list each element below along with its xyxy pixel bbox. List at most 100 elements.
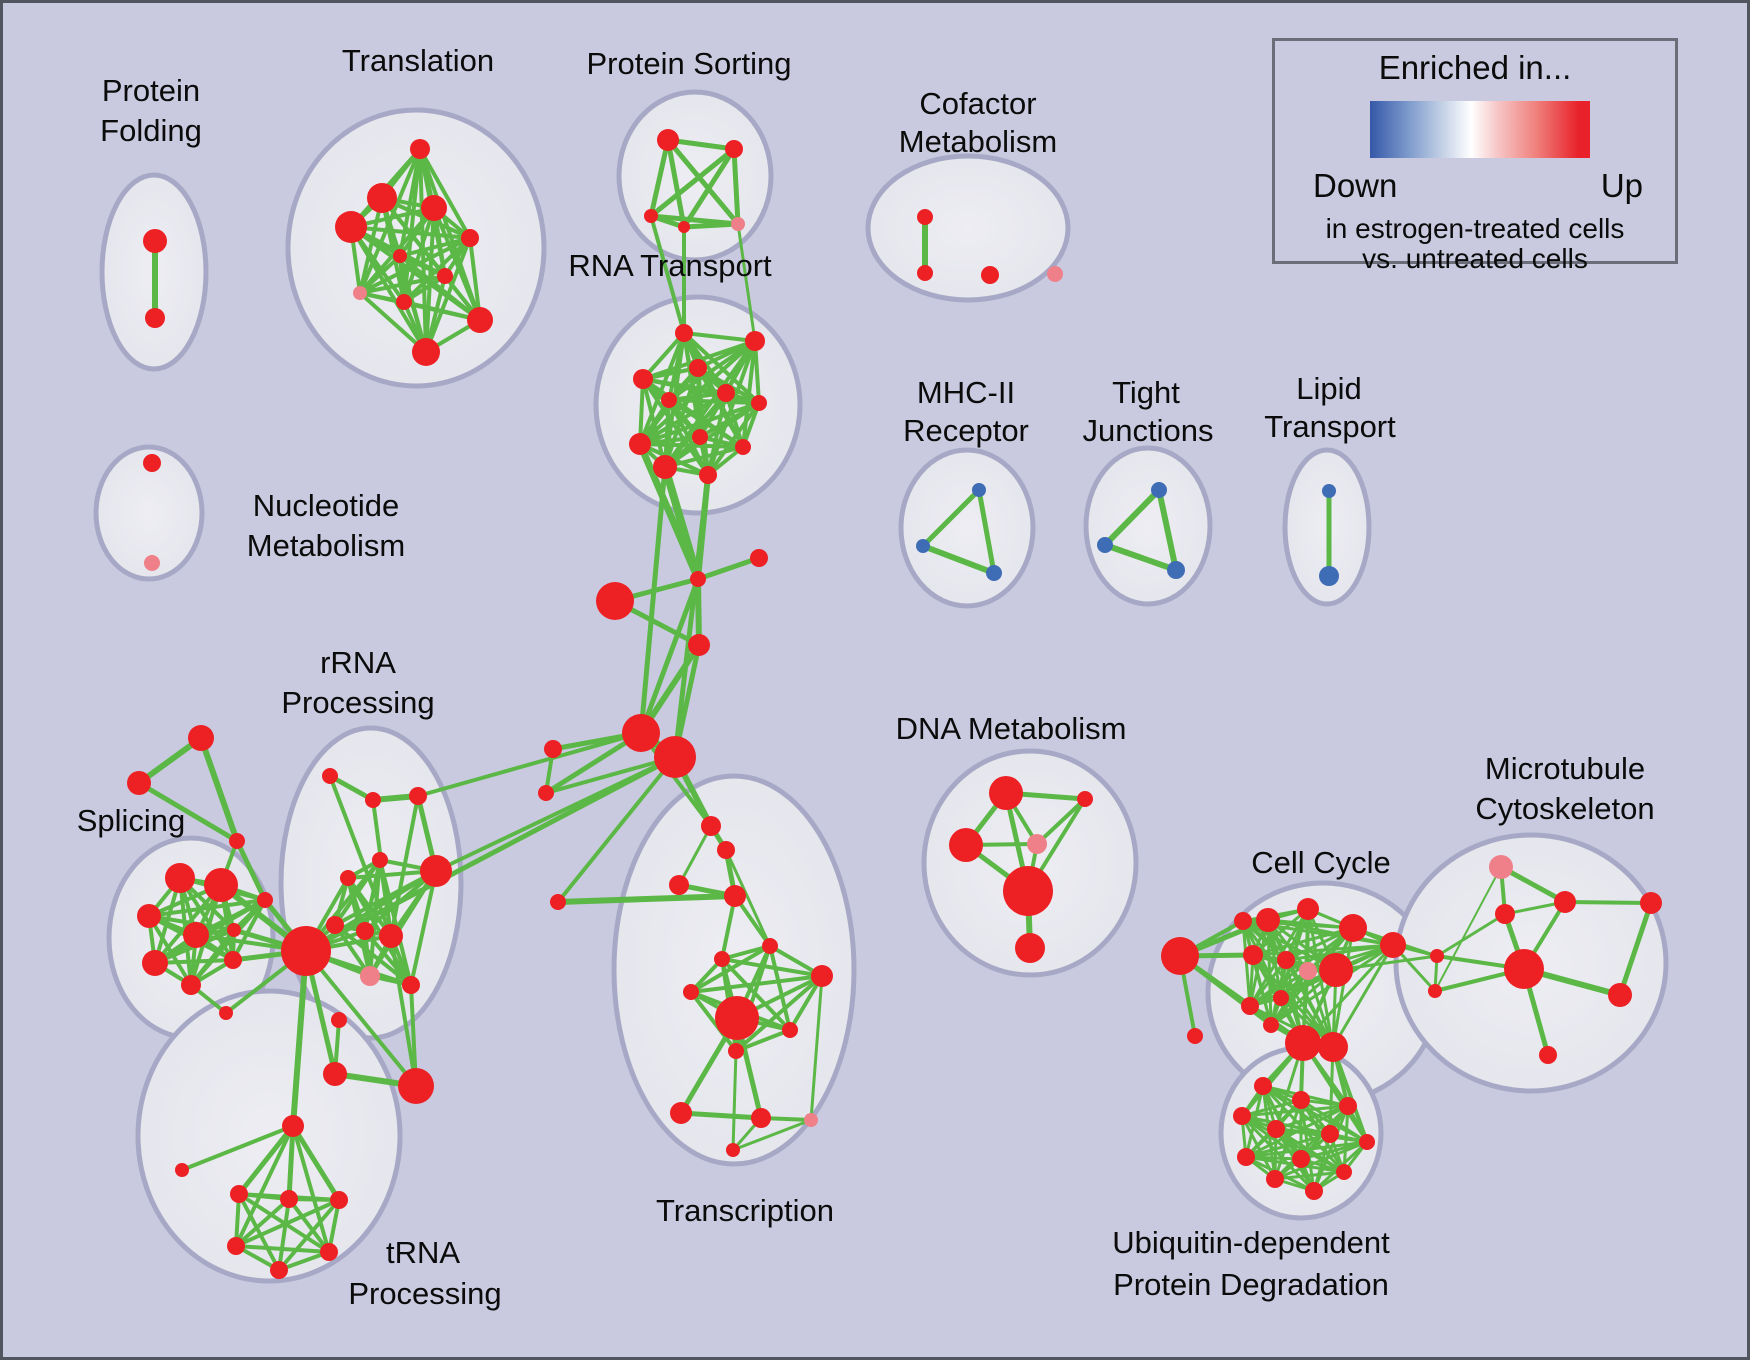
- node-mh1: [972, 483, 986, 497]
- node-rr8: [356, 922, 374, 940]
- cluster-label-microtubule-cytoskeleton-line1: Microtubule: [1485, 751, 1645, 786]
- edge-protein-sorting-clique: [665, 137, 687, 230]
- node-rr10: [360, 966, 380, 986]
- node-ub11: [1266, 1170, 1284, 1188]
- node-tj1: [1151, 482, 1167, 498]
- edge-translation-clique: [398, 254, 447, 278]
- edge-mh2-mh3: [920, 543, 997, 576]
- node-ub2: [1292, 1091, 1310, 1109]
- edge-mh1-mh3: [976, 487, 997, 576]
- edge-tj1-tj3: [1156, 487, 1179, 573]
- edge-rna-transport-clique: [663, 445, 745, 469]
- node-c1: [690, 571, 706, 587]
- edge-c1-h1: [638, 576, 701, 736]
- edge-c1-c4: [695, 576, 702, 648]
- legend-up-label: Up: [1600, 167, 1643, 204]
- node-cm1: [917, 209, 933, 225]
- edge-rna-transport-clique: [667, 398, 745, 449]
- edge-splicing-clique: [189, 898, 267, 987]
- edge-ubiquitin-clique: [1273, 1170, 1346, 1181]
- node-cc12: [1263, 1017, 1279, 1033]
- cluster-label-tight-junctions-line2: Junctions: [1083, 413, 1214, 448]
- node-t4: [335, 211, 367, 243]
- edge-cch-cc12: [1178, 954, 1273, 1027]
- edge-ccb2-ub7: [1331, 1045, 1369, 1144]
- cluster-label-cofactor-metabolism-line2: Metabolism: [899, 124, 1058, 159]
- cluster-ellipse-mhc-ii-receptor: [898, 447, 1036, 609]
- edge-ubiquitin-clique: [1273, 1098, 1303, 1181]
- edge-tj2-tj3: [1102, 542, 1179, 573]
- node-ub7: [1359, 1134, 1375, 1150]
- cluster-ellipse-nucleotide-metabolism: [93, 444, 205, 582]
- node-cc2: [1256, 908, 1280, 932]
- cluster-label-protein-folding-line1: Protein: [102, 73, 200, 108]
- edge-protein-sorting-clique: [665, 137, 737, 152]
- node-cm4: [1047, 266, 1063, 282]
- edge-tn11-tn12: [678, 1110, 764, 1121]
- node-ub8: [1237, 1148, 1255, 1166]
- edge-trna-hex-clique: [234, 1244, 331, 1254]
- edge-rrh-tph: [290, 948, 309, 1129]
- node-rt9: [629, 433, 651, 455]
- edge-ps3-rt1: [649, 214, 686, 335]
- edge-splicing-clique: [153, 898, 267, 965]
- edge-trna-hex-clique: [277, 1197, 291, 1272]
- edge-protein-sorting-clique: [648, 137, 671, 219]
- node-l3: [550, 894, 566, 910]
- edge-rna-transport-clique: [638, 331, 686, 446]
- edge-translation-clique: [402, 300, 482, 322]
- node-sp3: [137, 904, 161, 928]
- node-tr3: [229, 833, 245, 849]
- edge-protein-sorting-clique: [665, 137, 741, 227]
- edge-rrna-core-clique: [409, 869, 438, 987]
- edge-rt11-h1: [638, 464, 668, 736]
- edge-ubiquitin-clique: [1312, 1104, 1350, 1193]
- edge-tn2-tn6: [724, 848, 772, 948]
- cluster-label-mhc-ii-receptor-line1: MHC-II: [917, 375, 1015, 410]
- cluster-label-splicing: Splicing: [77, 803, 186, 838]
- node-rr7: [326, 916, 344, 934]
- node-tn9: [782, 1022, 798, 1038]
- node-rt12: [699, 466, 717, 484]
- node-t11: [412, 338, 440, 366]
- node-rr6: [420, 855, 452, 887]
- node-lt1: [1322, 484, 1336, 498]
- edge-translation-clique: [358, 274, 447, 295]
- edge-translation-clique: [468, 236, 482, 322]
- node-ps4: [678, 221, 690, 233]
- edge-mc2-mc9: [1563, 900, 1653, 905]
- edge-translation-clique: [432, 206, 482, 322]
- edge-mc1-mc5: [1434, 866, 1502, 992]
- cluster-ellipse-tight-junctions: [1083, 445, 1213, 607]
- node-dm2: [1077, 791, 1093, 807]
- node-tp1: [230, 1185, 248, 1203]
- node-tnh: [715, 996, 759, 1040]
- node-t6: [393, 249, 407, 263]
- node-dm6: [1015, 933, 1045, 963]
- edge-cell-cycle-clique: [1251, 943, 1395, 957]
- edge-translation-clique: [358, 291, 428, 354]
- cluster-label-rrna-processing-line2: Processing: [281, 685, 434, 720]
- node-c3: [596, 582, 634, 620]
- node-tn14: [726, 1143, 740, 1157]
- edge-rr9-rr14: [389, 934, 418, 1088]
- edge-translation-clique: [349, 225, 428, 354]
- node-sp1: [165, 863, 195, 893]
- edge-dm2-dm4: [1035, 797, 1087, 846]
- legend-box: Enriched in... Down Up in estrogen-treat…: [1272, 38, 1678, 274]
- node-rr3: [409, 787, 427, 805]
- node-ps1: [657, 129, 679, 151]
- node-t7: [437, 268, 453, 284]
- edge-trna-hex-clique: [234, 1198, 341, 1248]
- cluster-label-protein-sorting: Protein Sorting: [586, 46, 791, 81]
- node-h2: [654, 736, 696, 778]
- node-ub4: [1233, 1107, 1251, 1125]
- node-rt3: [689, 359, 707, 377]
- node-tn4: [724, 885, 746, 907]
- edge-tn7-tn13: [809, 974, 824, 1122]
- cluster-label-rrna-processing-line1: rRNA: [320, 645, 396, 680]
- edge-tph-tp0: [180, 1124, 295, 1172]
- node-tn10: [728, 1043, 744, 1059]
- edge-transcription-core-clique: [689, 944, 772, 994]
- edge-mc7-mc9: [1617, 900, 1654, 998]
